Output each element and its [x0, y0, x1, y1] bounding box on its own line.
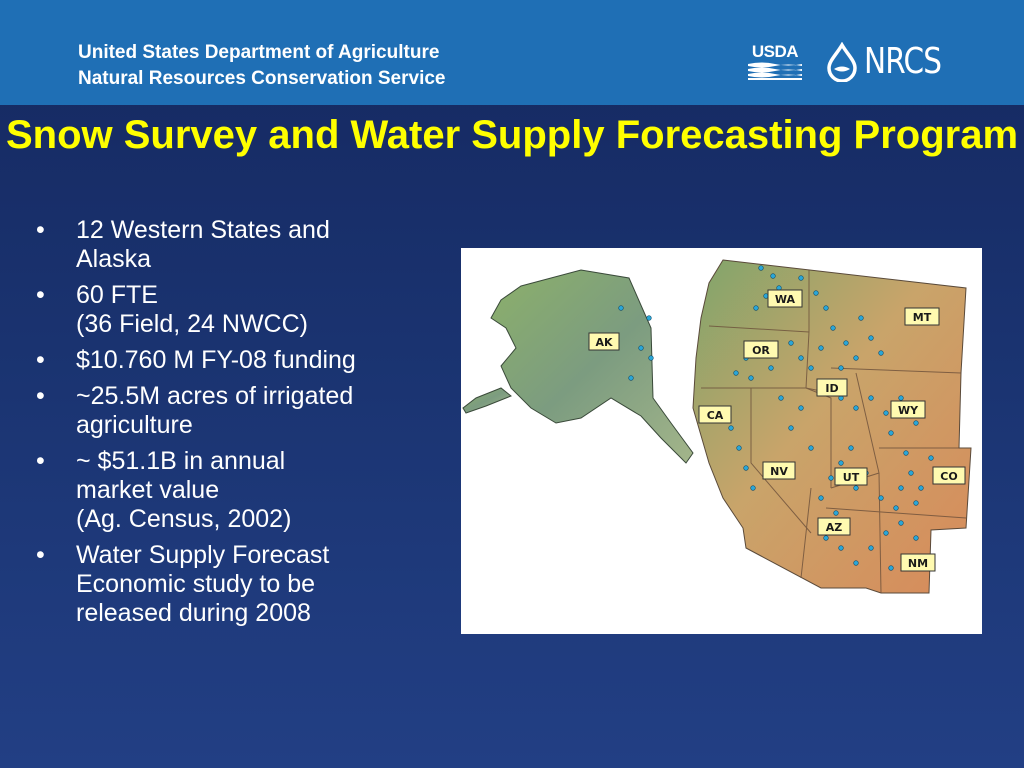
svg-text:CO: CO	[940, 470, 957, 483]
svg-text:UT: UT	[843, 471, 860, 484]
bullet-glyph: •	[36, 281, 45, 309]
svg-text:NV: NV	[770, 465, 788, 478]
agency-name: United States Department of Agriculture …	[78, 40, 446, 92]
bullet-text: Water Supply Forecast Economic study to …	[76, 541, 330, 627]
svg-text:OR: OR	[752, 344, 770, 357]
state-label-ut: UT	[834, 467, 868, 486]
svg-text:CA: CA	[707, 409, 724, 422]
state-label-ca: CA	[698, 405, 732, 424]
bullet-text: ~ $51.1B in annual market value (Ag. Cen…	[76, 447, 292, 533]
svg-text:ID: ID	[825, 382, 838, 395]
svg-text:MT: MT	[913, 311, 932, 324]
usda-logo-text: USDA	[751, 42, 799, 61]
svg-text:AZ: AZ	[826, 521, 843, 534]
state-label-or: OR	[743, 340, 779, 359]
slide-title: Snow Survey and Water Supply Forecasting…	[5, 113, 1019, 157]
usda-logo: USDA	[746, 42, 804, 82]
water-drop-icon	[827, 42, 857, 82]
bullet-glyph: •	[36, 382, 45, 410]
bullet-text: 12 Western States and Alaska	[76, 216, 330, 273]
agency-line-2: Natural Resources Conservation Service	[78, 68, 446, 89]
state-label-nv: NV	[762, 461, 796, 480]
state-label-nm: NM	[900, 553, 936, 572]
station-map-image: AK WA MT OR ID WY	[462, 259, 972, 594]
bullet-item: • 12 Western States and Alaska	[34, 216, 444, 274]
nrcs-logo-text: NRCS	[864, 41, 942, 82]
header-bar: United States Department of Agriculture …	[0, 0, 1024, 105]
western-states-map: AK WA MT OR ID WY	[461, 248, 982, 634]
bullet-text: 60 FTE (36 Field, 24 NWCC)	[76, 281, 308, 338]
state-label-mt: MT	[904, 307, 940, 326]
bullet-glyph: •	[36, 541, 45, 569]
agency-line-1: United States Department of Agriculture	[78, 42, 440, 63]
alaska-shape	[490, 269, 694, 464]
bullet-item: • ~ $51.1B in annual market value (Ag. Ce…	[34, 447, 444, 534]
bullet-item: • ~25.5M acres of irrigated agriculture	[34, 382, 444, 440]
state-label-co: CO	[932, 466, 966, 485]
bullet-item: • 60 FTE (36 Field, 24 NWCC)	[34, 281, 444, 339]
bullet-text: $10.760 M FY-08 funding	[76, 346, 356, 374]
bullet-list: • 12 Western States and Alaska • 60 FTE (36…	[34, 216, 444, 635]
svg-text:NM: NM	[908, 557, 928, 570]
state-labels: AK WA MT OR ID WY	[588, 289, 966, 572]
bullet-glyph: •	[36, 447, 45, 475]
bullet-glyph: •	[36, 216, 45, 244]
svg-text:WY: WY	[898, 404, 919, 417]
svg-text:WA: WA	[775, 293, 796, 306]
bullet-text: ~25.5M acres of irrigated agriculture	[76, 382, 354, 439]
bullet-glyph: •	[36, 346, 45, 374]
state-label-az: AZ	[817, 517, 851, 536]
usda-stripes-icon	[748, 62, 802, 80]
state-label-wa: WA	[767, 289, 803, 308]
station-dots	[618, 265, 934, 571]
bullet-item: • Water Supply Forecast Economic study to…	[34, 541, 444, 628]
state-label-ak: AK	[588, 332, 620, 351]
nrcs-logo: NRCS	[824, 42, 954, 82]
state-label-id: ID	[816, 378, 848, 397]
svg-text:AK: AK	[595, 336, 613, 349]
state-label-wy: WY	[890, 400, 926, 419]
bullet-item: • $10.760 M FY-08 funding	[34, 346, 444, 375]
